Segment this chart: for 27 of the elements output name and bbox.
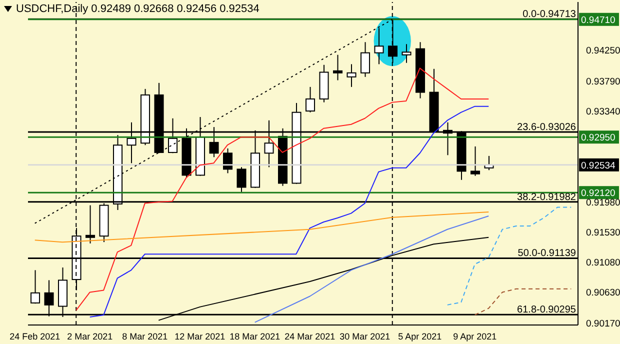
y-tick-label: 0.91080 xyxy=(586,258,620,269)
x-tick-label: 8 Mar 2021 xyxy=(122,331,168,342)
y-tick-label: 0.93340 xyxy=(586,106,620,118)
x-tick-label: 5 Apr 2021 xyxy=(398,331,442,342)
ref-line-label: 0.92120 xyxy=(581,188,616,200)
y-tick-label: 0.90630 xyxy=(586,288,620,299)
chart-title: USDCHF,Daily 0.92489 0.92668 0.92456 0.92534 xyxy=(16,3,260,15)
x-tick-label: 30 Mar 2021 xyxy=(340,331,390,342)
y-tick-label: 0.93790 xyxy=(586,76,620,88)
y-tick-label: 0.90170 xyxy=(586,318,620,330)
annotation: 38.2-0.91982 xyxy=(517,192,576,203)
annotation: 0.0-0.94713 xyxy=(522,9,576,20)
x-tick-label: 9 Apr 2021 xyxy=(453,331,497,342)
ref-line-label: 0.92534 xyxy=(581,160,616,172)
x-tick-label: 2 Mar 2021 xyxy=(67,331,113,342)
x-tick-label: 12 Mar 2021 xyxy=(174,331,226,342)
x-tick-label: 18 Mar 2021 xyxy=(230,331,280,342)
y-tick-label: 0.91530 xyxy=(586,227,620,238)
annotation: 61.8-0.90295 xyxy=(517,304,576,316)
annotation: 23.6-0.93026 xyxy=(517,122,576,133)
ref-line-label: 0.92950 xyxy=(581,132,616,144)
y-tick-label: 0.94250 xyxy=(586,46,620,57)
annotation: 50.0-0.91139 xyxy=(518,248,576,260)
y-tick-label: 0.91980 xyxy=(586,197,620,208)
x-tick-label: 24 Feb 2021 xyxy=(10,331,60,342)
ref-line-label: 0.94710 xyxy=(581,14,616,26)
x-tick-label: 24 Mar 2021 xyxy=(284,331,336,342)
